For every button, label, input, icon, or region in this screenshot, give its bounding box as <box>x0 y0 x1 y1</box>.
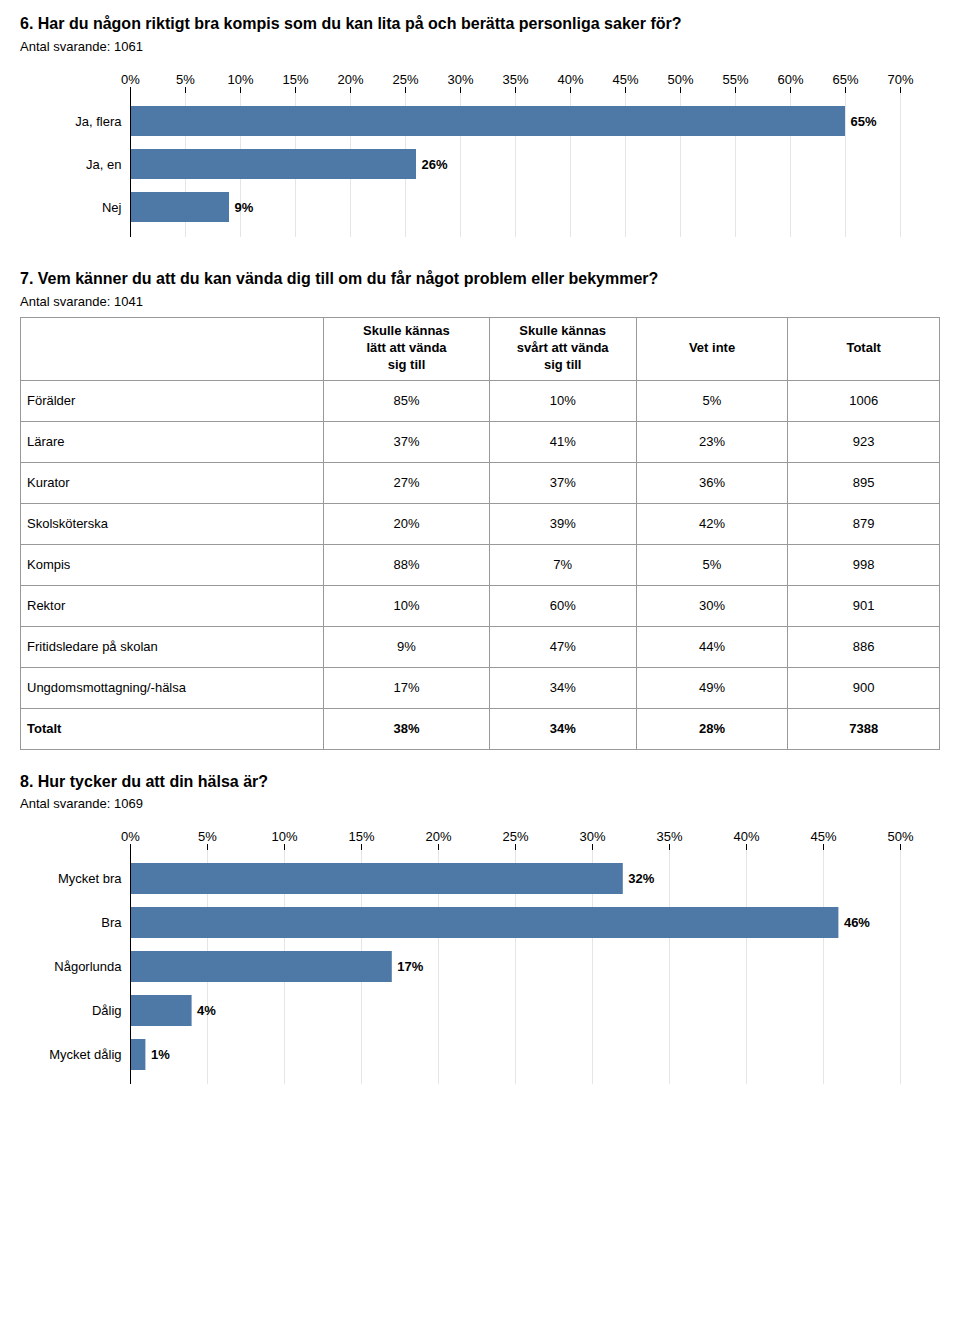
svg-text:Nej: Nej <box>102 199 122 214</box>
html-text:Lärare: Lärare <box>27 434 65 450</box>
svg-text:Någorlunda: Någorlunda <box>54 960 122 975</box>
html-text:Skolsköterska: Skolsköterska <box>27 516 108 532</box>
html-text:49%: 49% <box>699 680 725 696</box>
svg-text:35%: 35% <box>502 71 528 86</box>
svg-text:46%: 46% <box>844 916 870 931</box>
html-text:6. Har du någon riktigt bra ko: 6. Har du någon riktigt bra kompis som d… <box>20 15 682 32</box>
svg-text:Ja, en: Ja, en <box>86 156 121 171</box>
svg-text:30%: 30% <box>579 829 605 844</box>
html-text:10%: 10% <box>549 393 576 409</box>
html-text:886: 886 <box>852 639 875 655</box>
svg-text:10%: 10% <box>227 71 253 86</box>
svg-text:50%: 50% <box>667 71 693 86</box>
svg-text:20%: 20% <box>425 829 451 844</box>
html-text:998: 998 <box>852 557 875 573</box>
svg-text:Ja, flera: Ja, flera <box>75 113 122 128</box>
html-text:20%: 20% <box>393 516 420 532</box>
svg-text:9%: 9% <box>235 199 254 214</box>
html-text:17%: 17% <box>393 680 420 696</box>
html-text:7%: 7% <box>553 557 573 573</box>
html-text:5%: 5% <box>702 557 722 573</box>
html-text:34%: 34% <box>549 721 576 737</box>
svg-text:35%: 35% <box>656 829 682 844</box>
svg-text:15%: 15% <box>282 71 308 86</box>
svg-text:55%: 55% <box>722 71 748 86</box>
svg-text:4%: 4% <box>197 1004 216 1019</box>
html-text:8. Hur tycker du att din hälsa: 8. Hur tycker du att din hälsa är? <box>20 772 269 790</box>
html-text:Ungdomsmottagning/-hälsa: Ungdomsmottagning/-hälsa <box>27 680 186 696</box>
svg-text:45%: 45% <box>612 71 638 86</box>
svg-text:1%: 1% <box>151 1048 170 1063</box>
html-text:60%: 60% <box>549 598 576 614</box>
svg-text:65%: 65% <box>851 113 877 128</box>
html-text:44%: 44% <box>699 639 725 655</box>
html-text:Kurator: Kurator <box>27 475 70 491</box>
svg-text:20%: 20% <box>337 71 363 86</box>
html-text:36%: 36% <box>699 475 725 491</box>
svg-text:Mycket bra: Mycket bra <box>58 872 122 887</box>
html-text:9%: 9% <box>397 639 416 655</box>
html-text:Rektor: Rektor <box>27 598 66 614</box>
svg-text:5%: 5% <box>176 71 195 86</box>
svg-text:60%: 60% <box>777 71 803 86</box>
html-text:Vet inte: Vet inte <box>688 340 736 356</box>
html-text:37%: 37% <box>549 475 576 491</box>
html-text:41%: 41% <box>549 434 576 450</box>
html-text:28%: 28% <box>699 721 725 737</box>
html-text:Antal svarande: 1041: Antal svarande: 1041 <box>20 293 143 309</box>
svg-text:26%: 26% <box>422 156 448 171</box>
html-text:34%: 34% <box>549 680 576 696</box>
html-text:Skulle kännas svårt att vända: Skulle kännas svårt att vända sig till <box>516 323 609 372</box>
svg-text:32%: 32% <box>628 872 654 887</box>
html-text:Förälder: Förälder <box>27 393 76 409</box>
html-text:37%: 37% <box>393 434 420 450</box>
html-text:38%: 38% <box>393 721 420 737</box>
html-text:42%: 42% <box>699 516 725 532</box>
html-text:27%: 27% <box>393 475 420 491</box>
svg-text:70%: 70% <box>887 71 913 86</box>
svg-text:17%: 17% <box>397 960 423 975</box>
svg-text:40%: 40% <box>733 829 759 844</box>
html-text:Totalt: Totalt <box>27 721 62 737</box>
svg-text:Dålig: Dålig <box>92 1004 122 1019</box>
svg-text:25%: 25% <box>502 829 528 844</box>
svg-text:30%: 30% <box>447 71 473 86</box>
html-text:23%: 23% <box>699 434 725 450</box>
svg-text:25%: 25% <box>392 71 418 86</box>
html-text:923: 923 <box>852 434 875 450</box>
svg-text:Bra: Bra <box>101 916 122 931</box>
html-text:30%: 30% <box>699 598 725 614</box>
html-text:Kompis: Kompis <box>27 557 71 573</box>
svg-text:10%: 10% <box>271 829 297 844</box>
svg-text:5%: 5% <box>198 829 217 844</box>
svg-text:65%: 65% <box>832 71 858 86</box>
html-text:895: 895 <box>852 475 875 491</box>
html-text:Antal svarande: 1061: Antal svarande: 1061 <box>20 38 143 54</box>
svg-text:Mycket dålig: Mycket dålig <box>49 1048 121 1063</box>
html-text:47%: 47% <box>549 639 576 655</box>
html-text:7. Vem känner du att du kan vä: 7. Vem känner du att du kan vända dig ti… <box>20 269 659 287</box>
html-text:5%: 5% <box>702 393 722 409</box>
html-text:7388: 7388 <box>849 721 879 737</box>
svg-text:45%: 45% <box>810 829 836 844</box>
html-text:879: 879 <box>852 516 875 532</box>
html-text:900: 900 <box>852 680 875 696</box>
html-text:1006: 1006 <box>849 393 879 409</box>
html-text:10%: 10% <box>393 598 420 614</box>
html-text:85%: 85% <box>393 393 420 409</box>
html-text:Totalt: Totalt <box>846 340 881 356</box>
html-text:Skulle kännas lätt att vända s: Skulle kännas lätt att vända sig till <box>363 323 450 372</box>
html-text:Antal svarande: 1069: Antal svarande: 1069 <box>20 796 143 812</box>
html-text:901: 901 <box>852 598 875 614</box>
svg-text:15%: 15% <box>348 829 374 844</box>
svg-text:0%: 0% <box>121 829 140 844</box>
svg-text:40%: 40% <box>557 71 583 86</box>
html-text:88%: 88% <box>393 557 420 573</box>
svg-text:50%: 50% <box>887 829 913 844</box>
svg-text:0%: 0% <box>121 71 140 86</box>
html-text:Fritidsledare på skolan: Fritidsledare på skolan <box>27 639 158 655</box>
html-text:39%: 39% <box>549 516 576 532</box>
